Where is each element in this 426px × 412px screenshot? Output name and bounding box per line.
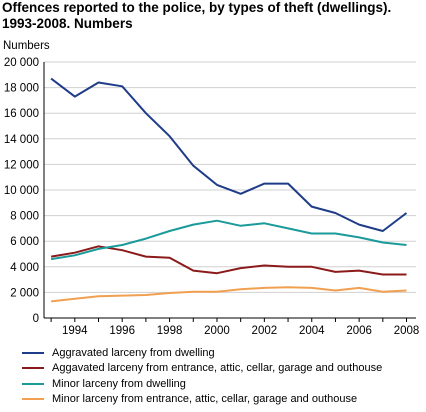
x-tick-label: 1994 xyxy=(62,325,88,337)
y-tick-label: 12 000 xyxy=(4,159,39,171)
chart-title: Offences reported to the police, by type… xyxy=(2,0,392,31)
x-tick-label: 2002 xyxy=(252,325,278,337)
legend-swatch xyxy=(22,367,44,370)
x-tick-label: 2004 xyxy=(299,325,325,337)
y-tick-label: 2 000 xyxy=(10,287,39,299)
y-tick-label: 16 000 xyxy=(4,108,39,120)
y-tick-label: 8 000 xyxy=(10,211,39,223)
grid-lines xyxy=(44,61,416,293)
y-tick-label: 20 000 xyxy=(4,57,39,69)
legend-item: Aggravated larceny from dwelling xyxy=(22,345,382,361)
line-chart: 0 2 000 4 000 6 000 8 000 10 000 12 000 14 000 1… xyxy=(4,57,420,337)
legend-label: Minor larceny from dwelling xyxy=(52,377,186,390)
legend-swatch xyxy=(22,351,44,354)
x-tick-label: 1996 xyxy=(109,325,135,337)
legend-item: Aggavated larceny from entrance, attic, … xyxy=(22,361,382,377)
x-tick-label: 2000 xyxy=(204,325,230,337)
x-tick-label: 2006 xyxy=(346,325,372,337)
y-tick-label: 6 000 xyxy=(10,236,39,248)
legend-item: Minor larceny from entrance, attic, cell… xyxy=(22,392,382,408)
legend-swatch xyxy=(22,398,44,401)
y-axis-unit-label: Numbers xyxy=(3,40,50,52)
y-tick-label: 0 xyxy=(33,313,39,325)
legend-label: Aggravated larceny from dwelling xyxy=(52,346,215,359)
series-line-4 xyxy=(50,286,407,303)
axes: 0 2 000 4 000 6 000 8 000 10 000 12 000 14 000 1… xyxy=(4,57,420,337)
y-tick-label: 18 000 xyxy=(4,83,39,95)
series-line-1 xyxy=(50,77,408,232)
legend-label: Minor larceny from entrance, attic, cell… xyxy=(52,393,358,406)
legend-swatch xyxy=(22,382,44,385)
x-tick-label: 1998 xyxy=(157,325,183,337)
series-lines xyxy=(50,77,408,303)
legend-item: Minor larceny from dwelling xyxy=(22,376,382,392)
y-tick-label: 14 000 xyxy=(4,134,39,146)
series-line-3 xyxy=(50,219,407,261)
y-tick-label: 10 000 xyxy=(4,185,39,197)
legend: Aggravated larceny from dwelling Aggavate… xyxy=(22,345,382,407)
x-tick-label: 2008 xyxy=(394,325,420,337)
legend-label: Aggavated larceny from entrance, attic, … xyxy=(52,362,383,375)
y-tick-label: 4 000 xyxy=(10,262,39,274)
series-line-2 xyxy=(50,245,407,276)
